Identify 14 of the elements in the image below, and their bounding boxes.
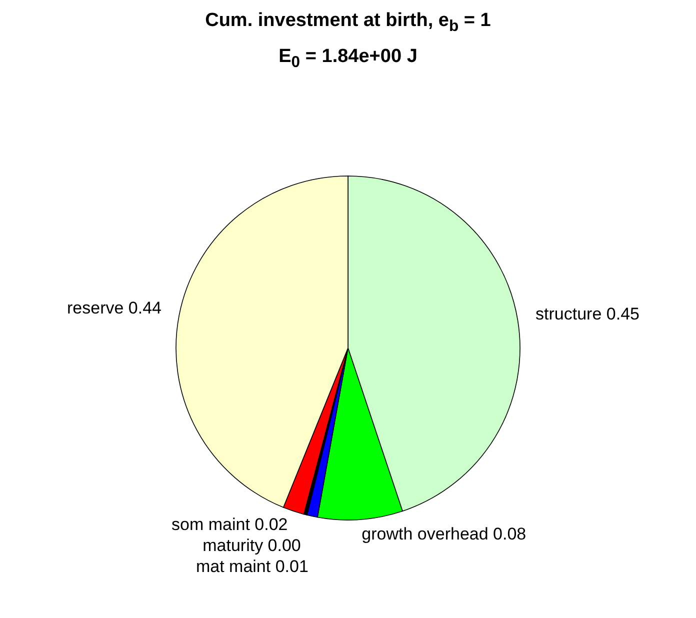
data-label: 0.00	[268, 536, 301, 555]
slice-label: structure	[536, 304, 602, 324]
data-label: 0.02	[254, 514, 288, 534]
slice-label: maturity	[202, 536, 264, 555]
chart-title: Cum. investment at birth, e$_{b}$ = 1	[204, 9, 492, 37]
data-label: 0.01	[275, 556, 308, 576]
slice-label: som maint	[172, 514, 250, 534]
slice-label: reserve	[67, 298, 124, 318]
data-label: 0.44	[128, 298, 162, 318]
slice-label: mat maint	[196, 556, 271, 576]
chart-subtitle: E$_{0}$ = 1.84e+00 J	[278, 44, 418, 73]
data-label: 0.45	[606, 304, 640, 324]
data-label: 0.08	[493, 524, 526, 544]
slice-label: growth overhead	[362, 524, 488, 544]
